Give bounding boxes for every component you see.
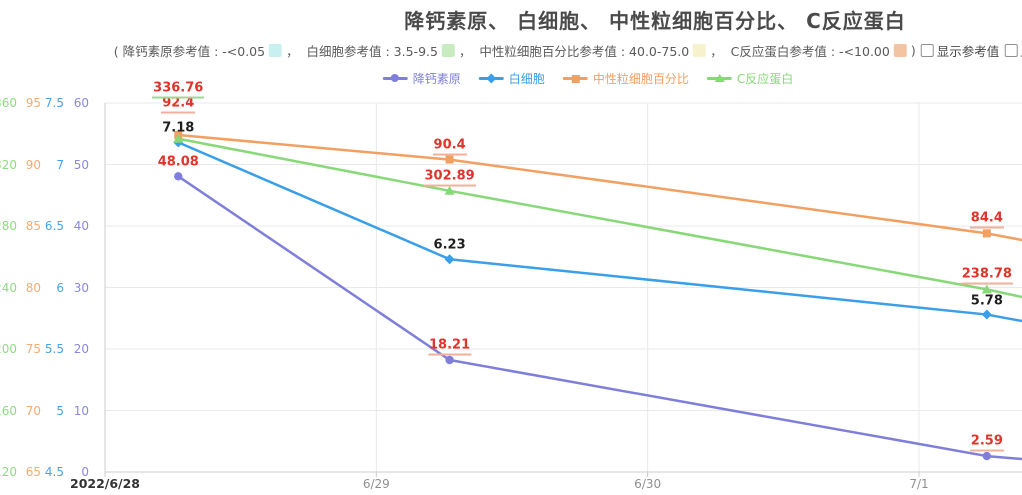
show-reference-checkbox[interactable] xyxy=(920,44,934,57)
square-legend-marker-icon xyxy=(562,73,588,84)
show-values-checkbox[interactable] xyxy=(1004,44,1018,57)
series-line-白细胞 xyxy=(177,141,1022,323)
legend-item-白细胞[interactable]: 白细胞 xyxy=(478,70,545,87)
reference-range-swatch xyxy=(893,44,907,57)
reference-range-text: ， C反应蛋白参考值 : -<10.00 xyxy=(710,44,890,59)
reference-range-swatch xyxy=(441,44,455,57)
reference-range-text: ( 降钙素原参考值 : -<0.05 xyxy=(113,44,266,59)
triangle-icon xyxy=(714,74,725,82)
circle-marker-icon xyxy=(445,355,454,365)
reference-range-text: ， 白细胞参考值 : 3.5-9.5 xyxy=(286,44,438,59)
square-icon xyxy=(571,75,580,83)
series-line-C反应蛋白 xyxy=(178,137,1022,299)
show-reference-label: 显示参考值 xyxy=(936,44,1000,59)
legend-label: 降钙素原 xyxy=(412,72,461,86)
legend-label: C反应蛋白 xyxy=(736,72,794,86)
diamond-marker-icon xyxy=(981,309,992,320)
show-reference-checkbox-group[interactable]: 显示参考值 xyxy=(916,41,1000,60)
legend-item-降钙素原[interactable]: 降钙素原 xyxy=(382,70,461,87)
chart-subtitle: ( 降钙素原参考值 : -<0.05 ， 白细胞参考值 : 3.5-9.5 ， 中性… xyxy=(114,41,1022,60)
diamond-icon xyxy=(486,73,497,84)
circle-marker-icon xyxy=(174,172,183,181)
circle-icon xyxy=(390,74,399,82)
circle-legend-marker-icon xyxy=(382,73,408,84)
legend-item-C反应蛋白[interactable]: C反应蛋白 xyxy=(706,70,794,87)
diamond-marker-icon xyxy=(444,254,455,265)
chart-legend: 降钙素原 白细胞 中性粒细胞百分比 C反应蛋白 xyxy=(382,70,794,87)
show-values-label: 显示数值 xyxy=(1020,41,1022,60)
reference-range-swatch xyxy=(693,44,707,57)
chart-title: 降钙素原、 白细胞、 中性粒细胞百分比、 C反应蛋白 xyxy=(404,9,906,33)
legend-item-中性粒细胞百分比[interactable]: 中性粒细胞百分比 xyxy=(562,70,689,87)
triangle-legend-marker-icon xyxy=(706,73,732,84)
square-marker-icon xyxy=(445,155,454,164)
show-values-checkbox-group[interactable]: 显示数值 xyxy=(999,41,1022,60)
reference-ranges: ( 降钙素原参考值 : -<0.05 ， 白细胞参考值 : 3.5-9.5 ， 中性… xyxy=(114,41,916,60)
triangle-marker-icon xyxy=(444,185,455,195)
reference-range-swatch xyxy=(269,44,283,57)
diamond-legend-marker-icon xyxy=(478,73,504,84)
reference-range-text: ， 中性粒细胞百分比参考值 : 40.0-75.0 xyxy=(458,44,690,59)
series-line-中性粒细胞百分比 xyxy=(178,133,1022,242)
circle-marker-icon xyxy=(982,451,992,461)
legend-label: 中性粒细胞百分比 xyxy=(592,72,689,86)
triangle-marker-icon xyxy=(981,284,992,294)
square-marker-icon xyxy=(982,229,991,238)
triangle-marker-icon xyxy=(173,133,184,143)
legend-label: 白细胞 xyxy=(508,72,545,86)
reference-range-text: ) xyxy=(910,43,916,58)
series-line-降钙素原 xyxy=(177,175,1022,461)
